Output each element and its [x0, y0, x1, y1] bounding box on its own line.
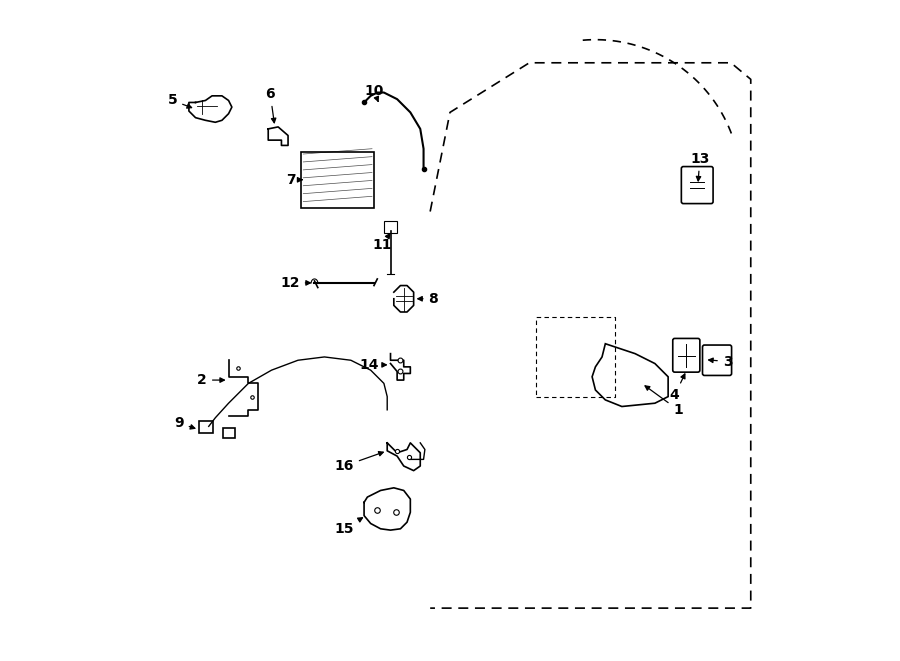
Bar: [199, 421, 213, 433]
Bar: [302, 152, 374, 208]
Text: 2: 2: [197, 373, 224, 387]
Bar: [222, 428, 235, 438]
Text: 9: 9: [175, 416, 195, 430]
Text: 3: 3: [708, 354, 733, 369]
Text: 6: 6: [266, 87, 275, 123]
Text: 4: 4: [670, 374, 685, 403]
Text: 8: 8: [418, 292, 438, 306]
Text: 11: 11: [373, 234, 392, 252]
Text: 5: 5: [167, 93, 192, 108]
Text: 16: 16: [335, 451, 383, 473]
Text: 12: 12: [280, 276, 310, 290]
Text: 13: 13: [690, 151, 709, 181]
Text: 10: 10: [364, 84, 383, 101]
Text: 1: 1: [645, 386, 683, 417]
Text: 7: 7: [286, 173, 302, 187]
Text: 15: 15: [335, 518, 363, 536]
Bar: [384, 221, 397, 233]
Text: 14: 14: [360, 358, 386, 372]
